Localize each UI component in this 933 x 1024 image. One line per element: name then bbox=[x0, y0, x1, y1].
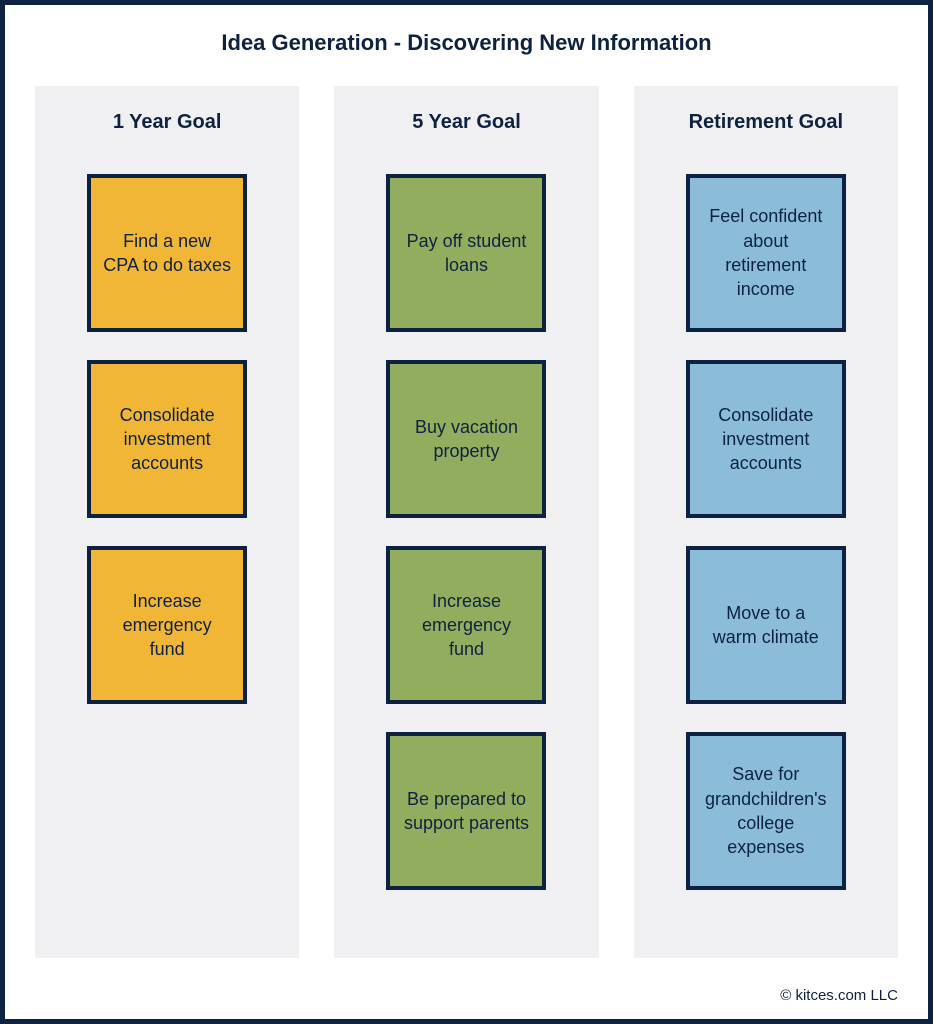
goal-card: Move to a warm climate bbox=[686, 546, 846, 704]
goal-card-text: Find a new CPA to do taxes bbox=[103, 229, 231, 278]
goal-card: Increase emergency fund bbox=[386, 546, 546, 704]
goal-card-text: Save for grandchil­dren's college expens… bbox=[702, 762, 830, 859]
goal-card: Consolidate investment accounts bbox=[686, 360, 846, 518]
goal-card: Be prepared to support parents bbox=[386, 732, 546, 890]
goal-card: Save for grandchil­dren's college expens… bbox=[686, 732, 846, 890]
goal-card-text: Buy vacation property bbox=[402, 415, 530, 464]
goal-card-text: Consolidate investment accounts bbox=[103, 403, 231, 476]
column-retirement: Retirement Goal Feel confident about ret… bbox=[634, 86, 898, 958]
goal-card-text: Feel confident about retirement income bbox=[702, 204, 830, 301]
columns-container: 1 Year Goal Find a new CPA to do taxes C… bbox=[35, 86, 898, 958]
main-title: Idea Generation - Discovering New Inform… bbox=[35, 30, 898, 56]
column-header-2: 5 Year Goal bbox=[412, 111, 521, 134]
goal-card-text: Be prepared to support parents bbox=[402, 787, 530, 836]
goal-card: Increase emergency fund bbox=[87, 546, 247, 704]
goal-card: Consolidate investment accounts bbox=[87, 360, 247, 518]
goal-card: Feel confident about retirement income bbox=[686, 174, 846, 332]
goal-card-text: Increase emergency fund bbox=[103, 589, 231, 662]
column-header-1: 1 Year Goal bbox=[113, 111, 222, 134]
footer-credit: © kitces.com LLC bbox=[780, 987, 898, 1004]
column-1-year: 1 Year Goal Find a new CPA to do taxes C… bbox=[35, 86, 299, 958]
column-5-year: 5 Year Goal Pay off student loans Buy va… bbox=[334, 86, 598, 958]
goal-card-text: Move to a warm climate bbox=[702, 601, 830, 650]
goal-card: Pay off student loans bbox=[386, 174, 546, 332]
goal-card: Find a new CPA to do taxes bbox=[87, 174, 247, 332]
goal-card-text: Consolidate investment accounts bbox=[702, 403, 830, 476]
goal-card-text: Pay off student loans bbox=[402, 229, 530, 278]
goal-card-text: Increase emergency fund bbox=[402, 589, 530, 662]
infographic-frame: Idea Generation - Discovering New Inform… bbox=[0, 0, 933, 1024]
column-header-3: Retirement Goal bbox=[689, 111, 843, 134]
goal-card: Buy vacation property bbox=[386, 360, 546, 518]
